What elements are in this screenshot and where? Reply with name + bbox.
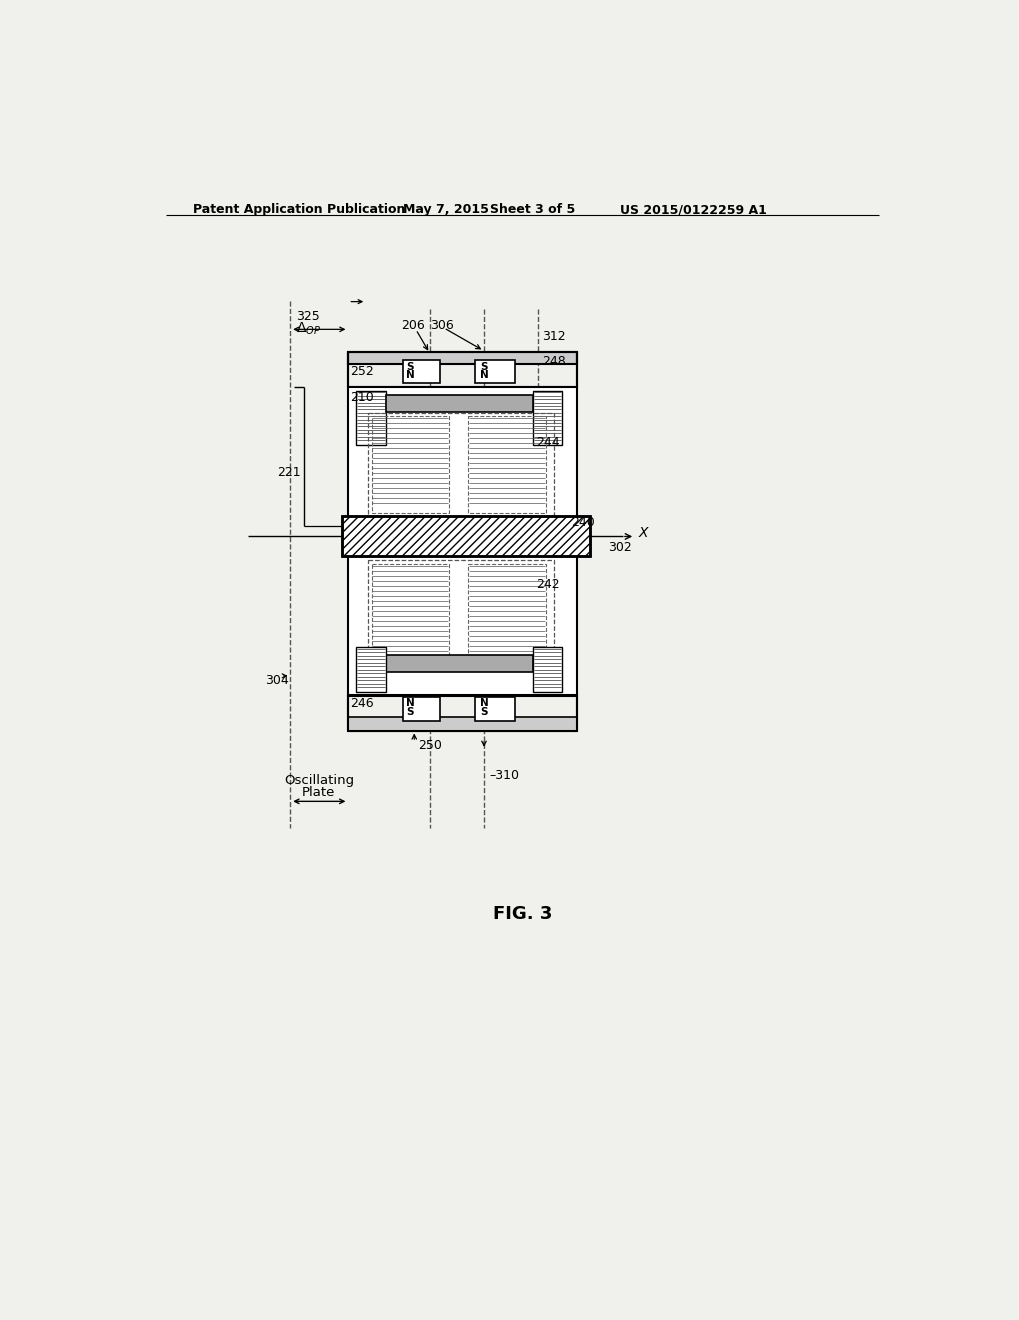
Text: Sheet 3 of 5: Sheet 3 of 5 [490, 203, 575, 216]
Bar [532, 391, 561, 445]
Bar [368, 412, 553, 516]
Text: 325: 325 [297, 310, 320, 323]
Bar [371, 564, 448, 660]
Text: 221: 221 [277, 466, 301, 479]
Text: S: S [407, 362, 414, 372]
Bar [348, 718, 577, 730]
Text: May 7, 2015: May 7, 2015 [403, 203, 488, 216]
Text: 304: 304 [264, 675, 288, 688]
Text: 302: 302 [607, 541, 631, 554]
Bar [403, 697, 439, 721]
Text: 246: 246 [350, 697, 373, 710]
Bar [474, 697, 515, 721]
Text: N: N [480, 370, 488, 380]
Bar [368, 560, 553, 664]
Bar [348, 387, 577, 525]
Bar [348, 696, 577, 730]
Text: 250: 250 [418, 739, 441, 752]
Text: Oscillating: Oscillating [283, 775, 354, 788]
Bar [371, 416, 448, 512]
Text: 252: 252 [350, 364, 373, 378]
Bar [385, 655, 532, 672]
Text: N: N [480, 698, 488, 708]
Text: 240: 240 [571, 516, 595, 529]
Text: –310: –310 [489, 770, 519, 781]
Text: S: S [480, 362, 487, 372]
Text: N: N [407, 698, 415, 708]
Bar [385, 395, 532, 412]
Bar [341, 516, 590, 557]
Text: Patent Application Publication: Patent Application Publication [194, 203, 406, 216]
Bar [356, 647, 385, 692]
Bar [348, 352, 577, 387]
Bar [341, 516, 590, 557]
Text: Plate: Plate [302, 785, 335, 799]
Bar [348, 352, 577, 364]
Text: FIG. 3: FIG. 3 [492, 906, 552, 923]
Text: 206: 206 [400, 318, 424, 331]
Bar [468, 564, 545, 660]
Text: 306: 306 [429, 318, 453, 331]
Bar [403, 360, 439, 383]
Text: N: N [407, 370, 415, 380]
Text: S: S [480, 706, 487, 717]
Text: S: S [407, 706, 414, 717]
Bar [532, 647, 561, 692]
Bar [356, 391, 385, 445]
Text: $\Delta_{OP}$: $\Delta_{OP}$ [297, 321, 321, 337]
Text: 312: 312 [541, 330, 566, 343]
Bar [468, 416, 545, 512]
Text: 244: 244 [535, 436, 559, 449]
Text: 248: 248 [541, 355, 566, 368]
Text: 242: 242 [535, 578, 559, 591]
Bar [348, 557, 577, 696]
Text: 210: 210 [350, 391, 373, 404]
Text: X: X [638, 527, 648, 540]
Bar [474, 360, 515, 383]
Text: US 2015/0122259 A1: US 2015/0122259 A1 [619, 203, 765, 216]
